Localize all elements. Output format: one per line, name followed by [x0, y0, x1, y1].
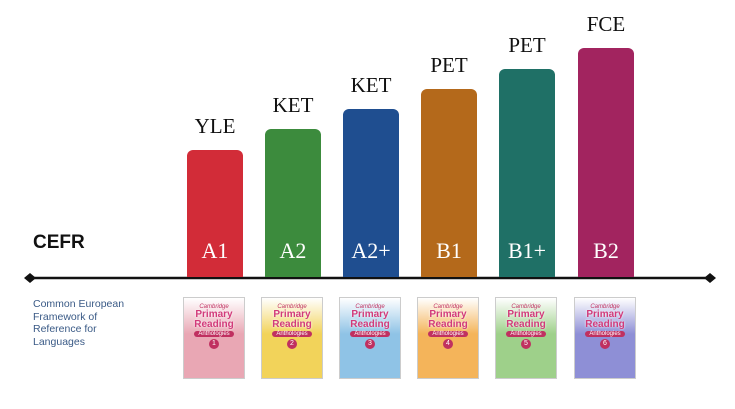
book-brand: Cambridge — [199, 304, 229, 310]
cefr-label: A2+ — [351, 238, 391, 263]
book-brand: Cambridge — [590, 304, 620, 310]
book-level: 1 — [209, 339, 219, 349]
book-cover: Cambridge Primary Reading Anthologies 6 — [574, 297, 636, 379]
level-bar — [343, 109, 399, 277]
cefr-label: B1 — [436, 238, 462, 263]
cefr-label: A2 — [279, 238, 307, 263]
book-level: 4 — [443, 339, 453, 349]
book-title: Primary Reading — [506, 309, 546, 330]
axis-end — [704, 273, 716, 283]
book-subtitle: Anthologies — [194, 331, 234, 337]
book-title: Primary Reading — [428, 309, 468, 330]
book-subtitle: Anthologies — [506, 331, 546, 337]
book-brand: Cambridge — [355, 304, 385, 310]
book-level: 2 — [287, 339, 297, 349]
exam-label: PET — [430, 53, 468, 77]
axis-end — [24, 273, 36, 283]
exam-label: KET — [350, 73, 392, 97]
cefr-label: B2 — [593, 238, 619, 263]
book-title: Primary Reading — [194, 309, 234, 330]
book-brand: Cambridge — [511, 304, 541, 310]
book-subtitle: Anthologies — [350, 331, 390, 337]
book-title: Primary Reading — [585, 309, 625, 330]
book-cover: Cambridge Primary Reading Anthologies 3 — [339, 297, 401, 379]
book-brand: Cambridge — [433, 304, 463, 310]
level-bar — [265, 129, 321, 277]
book-level: 5 — [521, 339, 531, 349]
exam-label: FCE — [586, 12, 626, 36]
book-subtitle: Anthologies — [428, 331, 468, 337]
level-bar — [499, 69, 555, 277]
book-cover: Cambridge Primary Reading Anthologies 2 — [261, 297, 323, 379]
book-subtitle: Anthologies — [585, 331, 625, 337]
book-cover: Cambridge Primary Reading Anthologies 4 — [417, 297, 479, 379]
level-bar — [421, 89, 477, 277]
book-level: 6 — [600, 339, 610, 349]
exam-label: KET — [272, 93, 314, 117]
description: Common European Framework of Reference f… — [33, 298, 125, 348]
cefr-label: A1 — [201, 238, 229, 263]
book-subtitle: Anthologies — [272, 331, 312, 337]
book-level: 3 — [365, 339, 375, 349]
book-cover: Cambridge Primary Reading Anthologies 5 — [495, 297, 557, 379]
book-title: Primary Reading — [350, 309, 390, 330]
exam-label: PET — [508, 33, 546, 57]
book-cover: Cambridge Primary Reading Anthologies 1 — [183, 297, 245, 379]
level-bar — [187, 150, 243, 277]
level-bar — [578, 48, 634, 277]
book-brand: Cambridge — [277, 304, 307, 310]
axis-label: CEFR — [33, 232, 85, 253]
book-title: Primary Reading — [272, 309, 312, 330]
exam-label: YLE — [194, 114, 236, 138]
cefr-label: B1+ — [507, 238, 547, 263]
